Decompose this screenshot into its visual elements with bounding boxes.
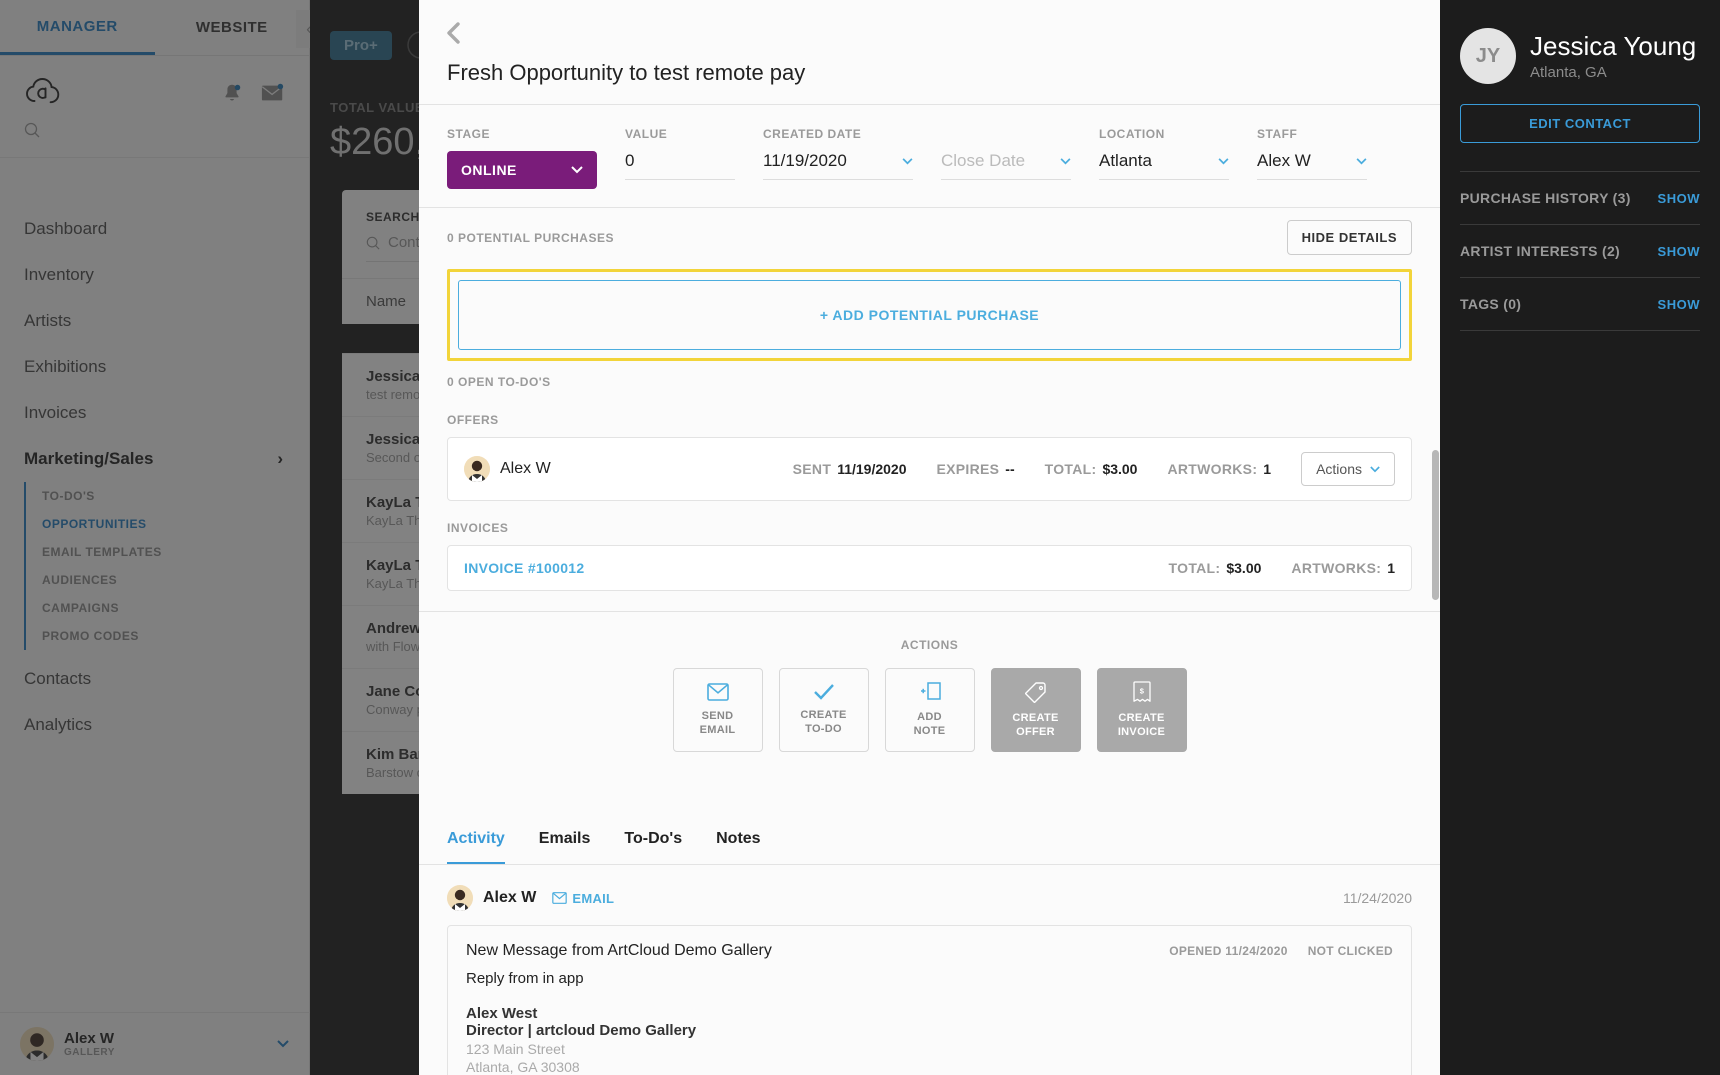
svg-text:$: $ xyxy=(1139,686,1144,695)
